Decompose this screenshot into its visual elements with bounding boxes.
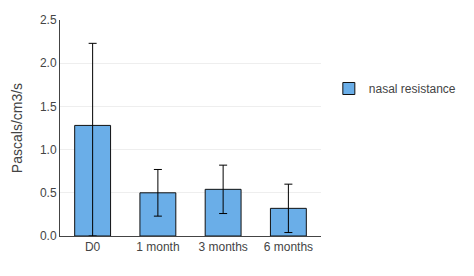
svg-text:1.0: 1.0: [40, 143, 57, 157]
svg-text:2.5: 2.5: [40, 13, 57, 27]
svg-text:D0: D0: [85, 240, 101, 254]
svg-text:2.0: 2.0: [40, 56, 57, 70]
svg-text:Pascals/cm3/s: Pascals/cm3/s: [9, 83, 25, 173]
svg-text:6 months: 6 months: [264, 240, 313, 254]
svg-text:0.5: 0.5: [40, 186, 57, 200]
svg-text:1 month: 1 month: [136, 240, 179, 254]
svg-text:3 months: 3 months: [198, 240, 247, 254]
svg-text:nasal resistance: nasal resistance: [369, 82, 456, 96]
svg-text:0.0: 0.0: [40, 229, 57, 243]
svg-text:1.5: 1.5: [40, 100, 57, 114]
